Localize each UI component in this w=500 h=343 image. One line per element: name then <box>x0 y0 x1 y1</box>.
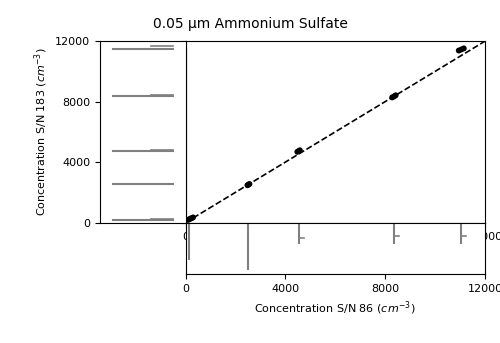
Point <box>294 149 302 155</box>
Point <box>458 47 466 52</box>
Point <box>392 93 400 98</box>
Point <box>455 48 463 53</box>
Point <box>186 216 194 222</box>
Point <box>246 181 254 187</box>
Point <box>460 46 468 51</box>
Point <box>244 182 252 187</box>
Point <box>296 147 304 153</box>
Point <box>189 215 197 220</box>
Point <box>186 216 194 221</box>
Point <box>184 217 192 223</box>
X-axis label: Concentration S/N 86 ($cm^{-3}$): Concentration S/N 86 ($cm^{-3}$) <box>254 300 416 317</box>
Point <box>390 94 398 99</box>
Text: 0.05 μm Ammonium Sulfate: 0.05 μm Ammonium Sulfate <box>152 17 348 31</box>
Point <box>244 182 252 188</box>
Point <box>294 148 302 154</box>
Point <box>388 95 396 100</box>
Y-axis label: Concentration S/N 183 ($cm^{-3}$): Concentration S/N 183 ($cm^{-3}$) <box>32 48 50 216</box>
Point <box>188 215 196 221</box>
